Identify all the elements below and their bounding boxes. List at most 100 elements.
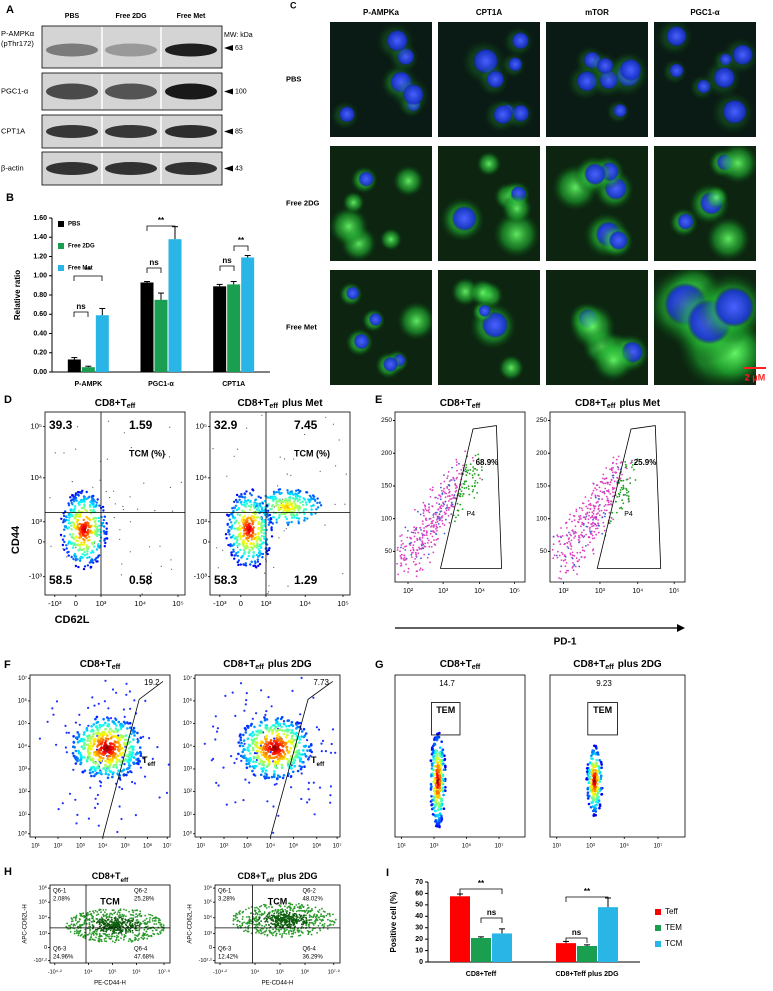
event-dot [84,932,86,934]
event-dot [114,936,116,938]
event-dot [585,496,587,498]
event-dot [237,555,239,557]
event-dot [68,732,70,734]
sig-bracket [147,226,175,231]
event-dot [66,732,68,734]
x-tick-label: 10⁷ [495,843,504,850]
event-dot [578,542,580,544]
event-dot [138,930,140,932]
event-dot [435,800,438,803]
event-dot [595,804,598,807]
event-dot [426,510,428,512]
event-dot [425,546,427,548]
event-dot [281,716,284,719]
event-dot [419,538,421,540]
event-dot [84,934,86,936]
cell-glow [469,279,497,307]
event-dot [293,739,296,742]
event-dot [248,523,250,525]
event-dot [77,540,79,542]
event-dot [136,732,139,735]
event-dot [254,752,256,754]
event-dot [134,782,136,784]
event-dot [116,766,119,769]
event-dot [79,544,81,546]
event-dot [251,770,254,773]
event-dot [290,475,291,476]
micrograph [438,146,540,261]
event-dot [622,502,624,504]
event-dot [562,553,564,555]
panel-label: G [375,659,384,671]
event-dot [170,487,171,488]
event-dot [635,479,637,481]
event-dot [619,494,621,496]
event-dot [104,728,107,731]
event-dot [591,768,594,771]
event-dot [134,934,136,936]
sig-bracket [74,312,88,317]
event-dot [280,492,282,494]
y-tick-label: 100 [536,515,547,522]
event-dot [475,455,477,457]
event-dot [137,760,140,763]
event-dot [262,741,265,744]
event-dot [103,519,105,521]
event-dot [238,499,240,501]
event-dot [87,757,90,760]
event-dot [270,521,272,523]
event-dot [281,745,284,748]
event-dot [572,554,574,556]
y-tick-label: 10³ [183,767,192,773]
event-dot [95,517,97,519]
event-dot [63,541,65,543]
event-dot [98,545,100,547]
event-dot [79,919,81,921]
legend-label: Free 2DG [68,244,95,250]
event-dot [308,499,310,501]
event-dot [252,749,255,752]
event-dot [80,492,82,494]
event-dot [601,517,603,519]
event-dot [74,799,76,801]
event-dot [444,786,447,789]
event-dot [433,780,436,783]
event-dot [289,502,291,504]
event-dot [126,768,129,771]
error-bar [478,937,484,938]
event-dot [316,497,318,499]
event-dot [274,763,277,766]
event-dot [278,508,280,510]
event-dot [270,743,273,746]
event-dot [587,791,590,794]
event-dot [260,751,263,754]
y-tick-label: 10⁶ [18,697,28,704]
event-dot [263,509,265,511]
event-dot [124,716,126,718]
event-dot [121,916,123,918]
event-dot [244,727,247,730]
event-dot [97,764,100,767]
event-dot [576,573,578,575]
event-dot [83,568,85,570]
nucleus [383,357,398,372]
event-dot [181,482,182,483]
event-dot [282,777,285,780]
event-dot [443,474,445,476]
event-dot [593,513,595,515]
event-dot [457,510,459,512]
event-dot [117,746,120,749]
event-dot [156,929,158,931]
event-dot [75,920,77,922]
event-dot [428,512,430,514]
event-dot [314,813,316,815]
event-dot [589,762,592,765]
event-dot [106,491,107,492]
event-dot [118,738,121,741]
error-bar [99,308,105,315]
event-dot [606,510,608,512]
event-dot [590,785,593,788]
event-dot [554,554,556,556]
event-dot [260,774,263,777]
x-tick-label: CD8+Teff [466,971,497,978]
